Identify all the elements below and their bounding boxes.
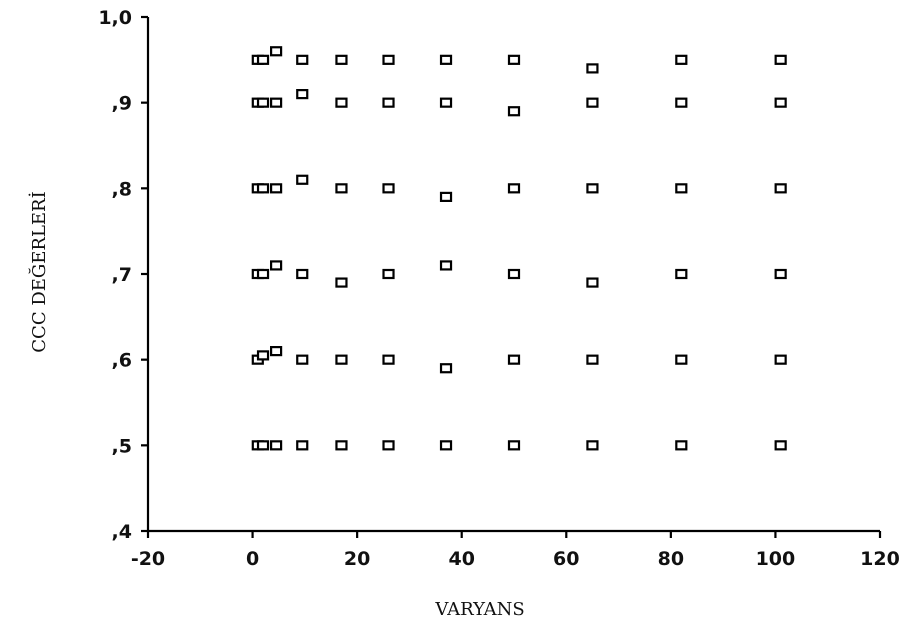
data-point (586, 440, 599, 451)
data-point (507, 268, 521, 280)
data-point (256, 54, 270, 65)
x-tick-label: 0 (246, 548, 259, 570)
x-tick-label: 80 (658, 548, 684, 570)
data-points (251, 46, 787, 451)
data-point (335, 54, 348, 65)
data-point (439, 97, 453, 108)
data-point (507, 440, 521, 451)
x-tick-label: 120 (860, 548, 900, 570)
y-tick-label: ,6 (112, 350, 132, 372)
data-point (439, 260, 453, 271)
data-point (586, 354, 599, 365)
y-tick-label: ,9 (112, 93, 132, 115)
y-tick-label: 1,0 (98, 7, 132, 29)
data-point (296, 174, 309, 185)
x-tick-label: 100 (756, 548, 796, 570)
data-point (270, 346, 283, 357)
data-point (507, 354, 521, 365)
data-point (270, 440, 283, 451)
data-point (270, 46, 283, 57)
data-point (270, 260, 283, 271)
x-tick-label: 20 (344, 548, 370, 570)
y-axis-title: CCC DEĞERLERİ (27, 191, 50, 352)
x-tick-label: 60 (553, 548, 579, 570)
data-point (507, 183, 521, 194)
data-point (382, 354, 395, 365)
data-point (256, 350, 270, 361)
y-tick-label: ,4 (112, 521, 132, 543)
data-point (256, 440, 270, 451)
data-point (774, 183, 787, 194)
data-point (586, 183, 599, 194)
x-tick-label: -20 (131, 548, 165, 570)
data-point (296, 54, 309, 65)
y-tick-label: ,8 (112, 178, 132, 200)
data-point (335, 183, 348, 194)
data-point (439, 191, 453, 202)
data-point (774, 354, 787, 365)
data-point (335, 277, 348, 288)
data-point (382, 440, 395, 451)
data-point (675, 183, 688, 194)
data-point (586, 97, 599, 108)
data-point (382, 183, 395, 194)
data-point (270, 97, 283, 108)
data-point (675, 97, 688, 108)
data-point (335, 97, 348, 108)
data-point (296, 440, 309, 451)
data-point (335, 354, 348, 365)
x-tick-label: 40 (448, 548, 474, 570)
data-point (335, 440, 348, 451)
data-point (675, 354, 688, 365)
data-point (439, 363, 453, 374)
x-ticks: -20 0 20 40 60 80 100 120 (131, 531, 900, 570)
data-point (774, 268, 787, 280)
data-point (774, 54, 787, 65)
data-point (675, 268, 688, 280)
data-point (675, 440, 688, 451)
x-axis-title: VARYANS (434, 599, 524, 620)
y-ticks: ,4 ,5 ,6 ,7 ,8 ,9 1,0 (98, 7, 148, 543)
data-point (675, 54, 688, 65)
data-point (270, 183, 283, 194)
data-point (586, 63, 599, 74)
data-point (296, 88, 309, 100)
data-point (296, 354, 309, 365)
data-point (507, 54, 521, 65)
data-point (382, 268, 395, 280)
data-point (382, 97, 395, 108)
data-point (256, 97, 270, 108)
data-point (382, 54, 395, 65)
data-point (439, 440, 453, 451)
data-point (439, 54, 453, 65)
data-point (296, 268, 309, 280)
y-tick-label: ,5 (112, 435, 132, 457)
data-point (774, 97, 787, 108)
data-point (256, 183, 270, 194)
y-tick-label: ,7 (112, 264, 132, 286)
data-point (586, 277, 599, 288)
data-point (256, 268, 270, 280)
data-point (774, 440, 787, 451)
data-point (507, 106, 521, 117)
